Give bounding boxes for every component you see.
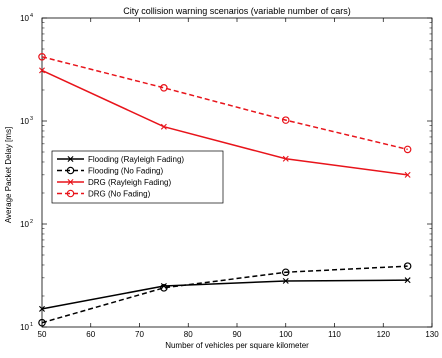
x-tick-label: 50 (38, 330, 47, 339)
data-point (404, 277, 411, 284)
data-point (38, 53, 46, 61)
legend-marker (66, 189, 75, 198)
chart-title: City collision warning scenarios (variab… (123, 6, 351, 16)
x-axis-label: Number of vehicles per square kilometer (165, 341, 309, 350)
data-point (403, 262, 412, 270)
y-tick-label: 10 (20, 14, 29, 23)
series-line (41, 279, 408, 310)
series-3 (39, 67, 411, 178)
data-point (404, 171, 411, 178)
y-tick-label: 10 (20, 220, 29, 229)
x-tick-label: 60 (86, 330, 95, 339)
data-point (403, 145, 412, 154)
data-point (39, 67, 45, 74)
series-2 (38, 262, 412, 327)
legend-entry-label: Flooding (No Fading) (88, 167, 163, 176)
x-tick-label: 110 (328, 330, 341, 339)
y-axis-label: Average Packet Delay [ms] (4, 127, 13, 223)
y-tick-label-exponent: 3 (30, 116, 33, 122)
data-point (38, 318, 46, 327)
series-1 (39, 277, 411, 312)
legend-marker (67, 156, 74, 162)
legend-marker (66, 166, 75, 175)
legend: Flooding (Rayleigh Fading) Flooding (No F… (51, 150, 224, 204)
x-tick-label: 80 (184, 330, 193, 339)
legend-entry-label: DRG (Rayleigh Fading) (88, 178, 171, 187)
series-line (41, 56, 408, 151)
data-point (282, 277, 289, 284)
x-tick-label: 90 (233, 330, 242, 339)
data-point (160, 284, 168, 292)
x-tick-label: 130 (425, 330, 439, 339)
legend-entry-label: DRG (No Fading) (88, 190, 151, 199)
data-point (160, 123, 167, 130)
x-tick-label: 120 (377, 330, 391, 339)
y-tick-label: 10 (20, 117, 29, 126)
y-tick-label-exponent: 1 (30, 322, 33, 328)
series-line (41, 265, 408, 324)
legend-marker (67, 179, 74, 185)
series-line (41, 69, 408, 176)
series-4 (38, 53, 412, 154)
y-tick-label: 10 (20, 323, 29, 332)
data-point (282, 155, 289, 162)
data-point (160, 84, 168, 92)
y-tick-label-exponent: 4 (30, 13, 33, 19)
x-tick-label: 70 (135, 330, 144, 339)
data-point (39, 305, 45, 312)
data-point (281, 116, 290, 124)
data-point (281, 268, 290, 277)
y-tick-label-exponent: 2 (30, 219, 33, 225)
x-tick-label: 100 (279, 330, 293, 339)
legend-entry-label: Flooding (Rayleigh Fading) (88, 155, 184, 164)
